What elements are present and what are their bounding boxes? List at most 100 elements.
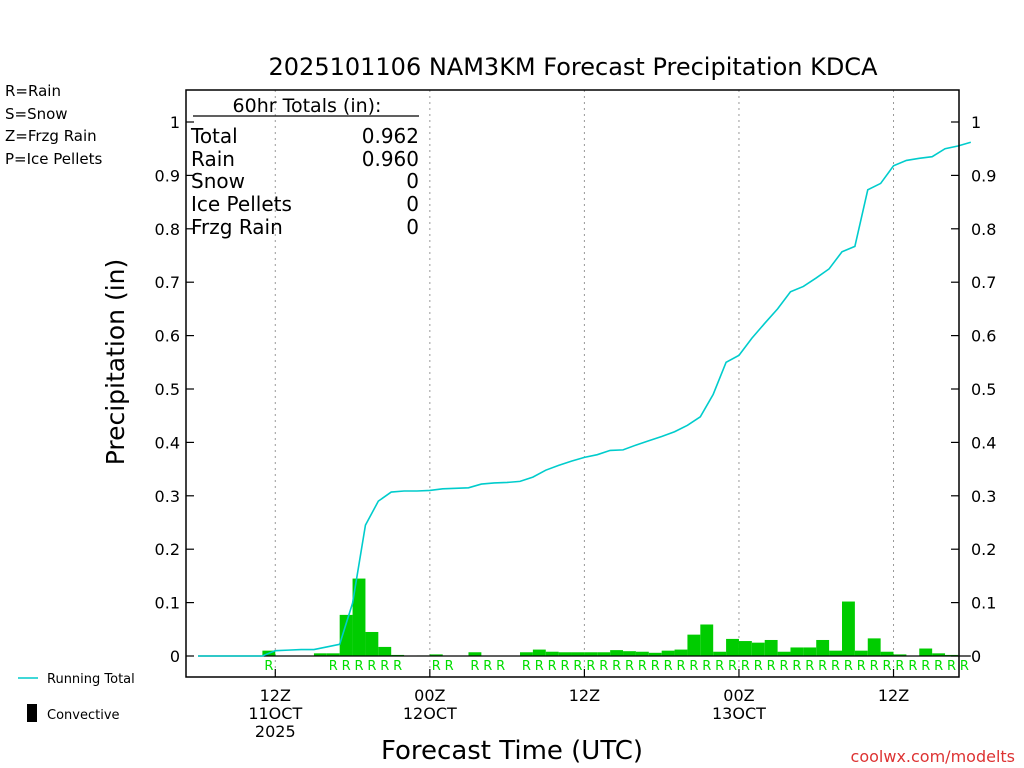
ytick-left-label: 0.6 bbox=[155, 327, 180, 346]
type-label-h15: R bbox=[380, 659, 389, 674]
precip-bar-h34 bbox=[623, 651, 636, 656]
type-label-h58: R bbox=[934, 659, 943, 674]
xtick-label: 12Z bbox=[569, 686, 600, 705]
type-label-h42: R bbox=[728, 659, 737, 674]
type-label-h32: R bbox=[599, 659, 608, 674]
type-label-h35: R bbox=[638, 659, 647, 674]
precip-bar-h29 bbox=[558, 652, 572, 656]
type-label-h49: R bbox=[818, 659, 827, 674]
type-label-h54: R bbox=[883, 659, 892, 674]
totals-snow-label: Snow bbox=[191, 169, 245, 193]
type-label-h36: R bbox=[651, 659, 660, 674]
type-label-h19: R bbox=[432, 659, 441, 674]
ytick-right-label: 0.3 bbox=[971, 487, 996, 506]
type-label-h46: R bbox=[780, 659, 789, 674]
precip-bar-h35 bbox=[635, 651, 649, 656]
precip-bar-h55 bbox=[893, 654, 907, 656]
type-label-h14: R bbox=[367, 659, 376, 674]
xtick-label: 12Z bbox=[878, 686, 909, 705]
ytick-right-label: 0.6 bbox=[971, 327, 996, 346]
precip-bar-h52 bbox=[854, 650, 868, 656]
type-label-h50: R bbox=[831, 659, 840, 674]
totals-ice-pellets-label: Ice Pellets bbox=[191, 192, 292, 216]
type-label-h55: R bbox=[895, 659, 904, 674]
precip-bar-h46 bbox=[777, 651, 791, 656]
precip-bar-h28 bbox=[545, 651, 559, 656]
precip-bar-h26 bbox=[520, 652, 533, 656]
precip-bar-h22 bbox=[468, 652, 482, 656]
type-label-h26: R bbox=[522, 659, 531, 674]
totals-snow-value: 0 bbox=[406, 169, 419, 193]
totals-box: 60hr Totals (in): Total 0.962 Rain 0.960… bbox=[190, 95, 419, 239]
ytick-right-label: 0.7 bbox=[971, 273, 996, 292]
type-label-h53: R bbox=[870, 659, 879, 674]
vertical-gridlines bbox=[274, 90, 895, 677]
convective-legend-label: Convective bbox=[47, 708, 120, 723]
type-label-h31: R bbox=[586, 659, 595, 674]
type-label-h37: R bbox=[664, 659, 673, 674]
precip-bar-h37 bbox=[661, 650, 675, 656]
precip-bar-h57 bbox=[919, 648, 933, 656]
precip-bar-h10 bbox=[313, 653, 327, 656]
precip-bar-h32 bbox=[597, 652, 611, 656]
ytick-right-label: 0.9 bbox=[971, 166, 996, 185]
precip-bar-h33 bbox=[610, 650, 624, 656]
type-label-h13: R bbox=[354, 659, 363, 674]
type-label-h57: R bbox=[921, 659, 930, 674]
precip-bar-h30 bbox=[571, 652, 585, 656]
type-label-h43: R bbox=[741, 659, 750, 674]
precip-bar-h58 bbox=[932, 653, 946, 656]
type-label-h16: R bbox=[393, 659, 402, 674]
ytick-right-label: 0 bbox=[971, 647, 981, 666]
type-label-h20: R bbox=[445, 659, 454, 674]
ytick-right-label: 0.2 bbox=[971, 540, 996, 559]
type-label-h40: R bbox=[702, 659, 711, 674]
type-label-h28: R bbox=[548, 659, 557, 674]
type-label-h56: R bbox=[908, 659, 917, 674]
legend-snow: S=Snow bbox=[5, 105, 68, 123]
precip-bar-h47 bbox=[790, 647, 804, 656]
ytick-left-label: 0.8 bbox=[155, 220, 180, 239]
type-label-h11: R bbox=[329, 659, 338, 674]
type-label-h39: R bbox=[689, 659, 698, 674]
type-label-h27: R bbox=[535, 659, 544, 674]
type-label-h30: R bbox=[573, 659, 582, 674]
ytick-right-label: 0.8 bbox=[971, 220, 996, 239]
precip-bar-h27 bbox=[532, 649, 546, 656]
precip-bar-h54 bbox=[880, 651, 894, 656]
type-label-h34: R bbox=[625, 659, 634, 674]
precip-bar-h49 bbox=[816, 639, 830, 656]
totals-rain-label: Rain bbox=[191, 147, 235, 171]
ytick-right-label: 0.5 bbox=[971, 380, 996, 399]
precip-bar-h39 bbox=[687, 634, 701, 656]
y-ticks-right: 0 0.1 0.2 0.3 0.4 0.5 0.6 0.7 0.8 0.9 1 bbox=[951, 113, 996, 666]
precip-bar-h31 bbox=[584, 652, 598, 656]
totals-total-label: Total bbox=[190, 124, 238, 148]
x-axis-label: Forecast Time (UTC) bbox=[381, 736, 643, 766]
precip-bar-h36 bbox=[648, 652, 662, 656]
ytick-left-label: 0.9 bbox=[155, 166, 180, 185]
ytick-left-label: 0.2 bbox=[155, 540, 180, 559]
precip-bar-h19 bbox=[429, 654, 443, 656]
y-axis-label: Precipitation (in) bbox=[101, 259, 130, 466]
chart-title: 2025101106 NAM3KM Forecast Precipitation… bbox=[269, 53, 879, 81]
hourly-precip-bars bbox=[262, 578, 958, 656]
type-label-h22: R bbox=[470, 659, 479, 674]
xtick-label: 13OCT bbox=[712, 704, 766, 723]
running-total-legend-label: Running Total bbox=[47, 672, 135, 687]
precip-bar-h38 bbox=[674, 649, 688, 656]
precip-bar-h48 bbox=[803, 647, 817, 656]
precip-bar-h41 bbox=[713, 651, 727, 656]
type-label-h51: R bbox=[844, 659, 853, 674]
precip-bar-h15 bbox=[378, 646, 392, 656]
precip-bar-h13 bbox=[352, 578, 366, 656]
totals-ice-pellets-value: 0 bbox=[406, 192, 419, 216]
precip-bar-h51 bbox=[842, 601, 855, 656]
type-label-h24: R bbox=[496, 659, 505, 674]
type-label-h48: R bbox=[805, 659, 814, 674]
type-label-h59: R bbox=[947, 659, 956, 674]
ytick-left-label: 0.1 bbox=[155, 594, 180, 613]
xtick-label: 12Z bbox=[260, 686, 291, 705]
